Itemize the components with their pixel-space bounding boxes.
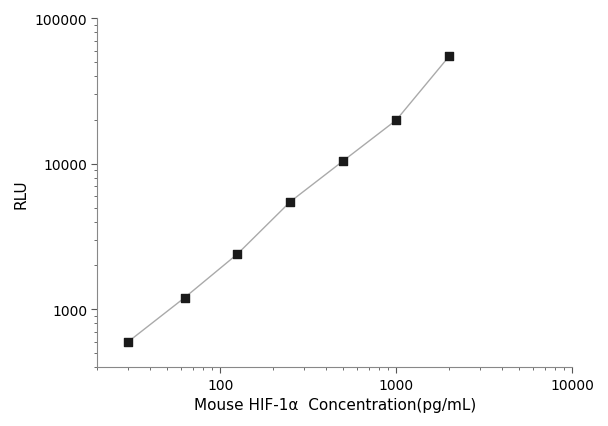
Point <box>286 199 295 205</box>
Point <box>179 295 189 302</box>
Y-axis label: RLU: RLU <box>14 178 29 208</box>
X-axis label: Mouse HIF-1α  Concentration(pg/mL): Mouse HIF-1α Concentration(pg/mL) <box>194 397 476 412</box>
Point <box>123 338 133 345</box>
Point <box>392 117 401 124</box>
Point <box>233 251 243 258</box>
Point <box>339 158 348 165</box>
Point <box>444 54 454 60</box>
